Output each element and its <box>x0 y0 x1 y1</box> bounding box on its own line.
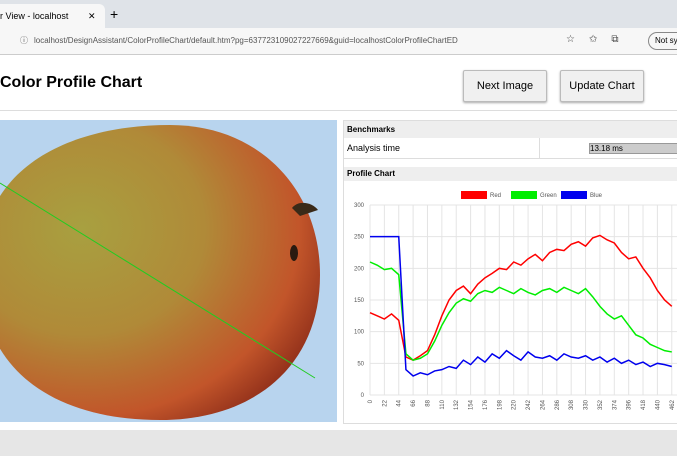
tab-close[interactable]: ✕ <box>88 11 96 21</box>
x-tick-label: 352 <box>598 399 604 410</box>
x-tick-label: 286 <box>555 399 561 410</box>
x-tick-label: 418 <box>641 399 647 410</box>
address-bar: ⓘ localhost/DesignAssistant/ColorProfileC… <box>0 28 677 55</box>
x-tick-label: 462 <box>670 399 676 410</box>
x-tick-label: 44 <box>397 399 403 406</box>
info-icon: ⓘ <box>20 36 28 45</box>
profile-line <box>0 182 316 379</box>
sample-image <box>0 120 337 422</box>
chart-header: Profile Chart <box>344 167 677 181</box>
tab-bar: r View - localhost ✕ + <box>0 0 677 28</box>
y-tick-label: 100 <box>354 330 365 336</box>
series-line <box>370 235 672 377</box>
toolbar-icons[interactable]: ☆✩⧉ <box>566 34 633 45</box>
mango <box>0 125 320 420</box>
legend-swatch <box>511 191 537 199</box>
new-tab[interactable]: + <box>110 6 119 22</box>
benchmark-row: Analysis time 13.18 ms <box>344 138 677 159</box>
footer-bar <box>0 430 677 456</box>
x-tick-label: 88 <box>425 399 431 406</box>
legend-label: Red <box>490 193 501 199</box>
page-title: Color Profile Chart <box>0 74 143 91</box>
legend-label: Green <box>540 193 557 199</box>
benchmark-label: Analysis time <box>347 143 401 153</box>
y-tick-label: 200 <box>354 266 365 272</box>
legend-swatch <box>461 191 487 199</box>
x-tick-label: 374 <box>612 399 618 410</box>
x-tick-label: 220 <box>512 399 518 410</box>
tab[interactable]: r View - localhost ✕ <box>0 4 105 28</box>
benchmarks-header: Benchmarks <box>344 121 677 138</box>
x-tick-label: 66 <box>411 399 417 406</box>
benchmark-value: 13.18 ms <box>589 143 677 154</box>
x-tick-label: 0 <box>368 399 374 403</box>
chart: 0 50 100 150 200 250 300 0 22 44 66 88 110 132 154 176 1… <box>354 191 677 410</box>
divider <box>0 110 677 111</box>
legend-swatch <box>561 191 587 199</box>
x-tick-label: 22 <box>382 399 388 406</box>
cell-divider <box>539 138 540 158</box>
x-tick-label: 396 <box>627 399 633 410</box>
x-tick-label: 132 <box>454 399 460 410</box>
tab-title: r View - localhost <box>0 11 69 21</box>
side-panel: Benchmarks Analysis time 13.18 ms Profil… <box>343 120 677 424</box>
x-tick-label: 198 <box>497 399 503 410</box>
profile-button[interactable]: Not sy <box>648 32 677 50</box>
legend-label: Blue <box>590 193 603 199</box>
url[interactable]: ⓘ localhost/DesignAssistant/ColorProfileC… <box>20 32 560 50</box>
x-tick-label: 110 <box>440 399 446 409</box>
y-tick-label: 250 <box>354 235 365 241</box>
update-chart-button[interactable]: Update Chart <box>560 70 644 102</box>
stem <box>292 202 318 216</box>
series-line <box>369 261 672 361</box>
y-tick-label: 0 <box>361 393 365 399</box>
x-tick-label: 154 <box>469 399 475 410</box>
x-tick-label: 330 <box>584 399 590 410</box>
x-tick-label: 264 <box>540 399 546 410</box>
series-line <box>369 234 673 362</box>
y-tick-label: 300 <box>354 203 365 209</box>
x-tick-label: 242 <box>526 399 532 410</box>
spot <box>290 245 298 261</box>
url-text: localhost/DesignAssistant/ColorProfileCh… <box>34 36 458 45</box>
y-tick-label: 50 <box>357 361 364 367</box>
x-tick-label: 440 <box>655 399 661 410</box>
x-tick-label: 308 <box>569 399 575 410</box>
y-tick-label: 150 <box>354 298 365 304</box>
x-tick-label: 176 <box>483 399 489 410</box>
next-image-button[interactable]: Next Image <box>463 70 547 102</box>
